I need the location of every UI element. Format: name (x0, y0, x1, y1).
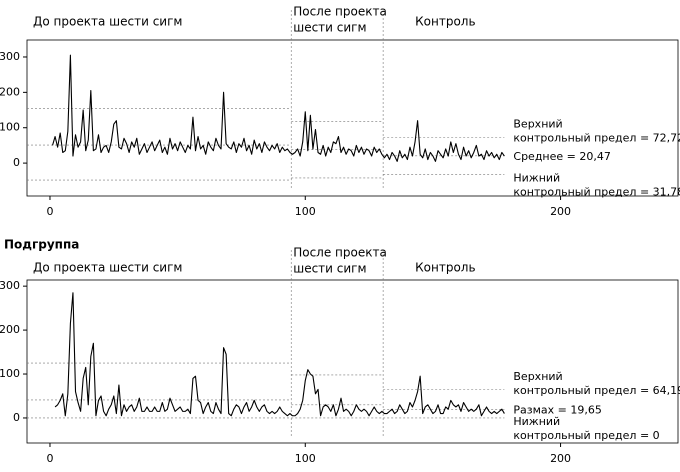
limit-label: Нижний (513, 171, 560, 184)
limit-label: Верхний (513, 117, 562, 130)
y-tick-label: 200 (0, 323, 20, 336)
x-tick-label: 100 (295, 205, 316, 218)
data-line (54, 292, 505, 417)
limit-label: контрольный предел = 31,78 (513, 185, 680, 198)
y-tick-label: 0 (13, 411, 20, 424)
stage-label: Контроль (415, 261, 475, 275)
x-tick-label: 200 (550, 205, 571, 218)
stage-label: После проекта (293, 5, 387, 19)
stage-label: До проекта шести сигм (33, 261, 182, 275)
limit-label: Нижний (513, 415, 560, 428)
y-tick-label: 300 (0, 279, 20, 292)
stage-label: Контроль (415, 15, 475, 29)
x-axis-label: Подгруппа (4, 238, 79, 252)
data-line (52, 54, 505, 162)
plot-frame (26, 279, 679, 444)
x-tick-label: 0 (46, 205, 53, 218)
stage-label: шести сигм (293, 21, 366, 35)
stage-label: После проекта (293, 246, 387, 260)
y-tick-label: 100 (0, 121, 20, 134)
limit-label: контрольный предел = 64,19 (513, 384, 680, 397)
y-tick-label: 200 (0, 85, 20, 98)
limit-label: контрольный предел = 0 (513, 429, 659, 442)
limit-label: Среднее = 20,47 (513, 150, 610, 163)
limit-label: Размах = 19,65 (513, 403, 601, 416)
stage-label: шести сигм (293, 262, 366, 276)
plot-frame (26, 39, 679, 197)
y-tick-label: 0 (13, 156, 20, 169)
limit-label: контрольный предел = 72,72 (513, 131, 680, 144)
y-tick-label: 300 (0, 50, 20, 63)
x-tick-label: 0 (46, 452, 53, 465)
x-tick-label: 100 (295, 452, 316, 465)
limit-label: Верхний (513, 370, 562, 383)
stage-label: До проекта шести сигм (33, 15, 182, 29)
y-tick-label: 100 (0, 367, 20, 380)
x-tick-label: 200 (550, 452, 571, 465)
